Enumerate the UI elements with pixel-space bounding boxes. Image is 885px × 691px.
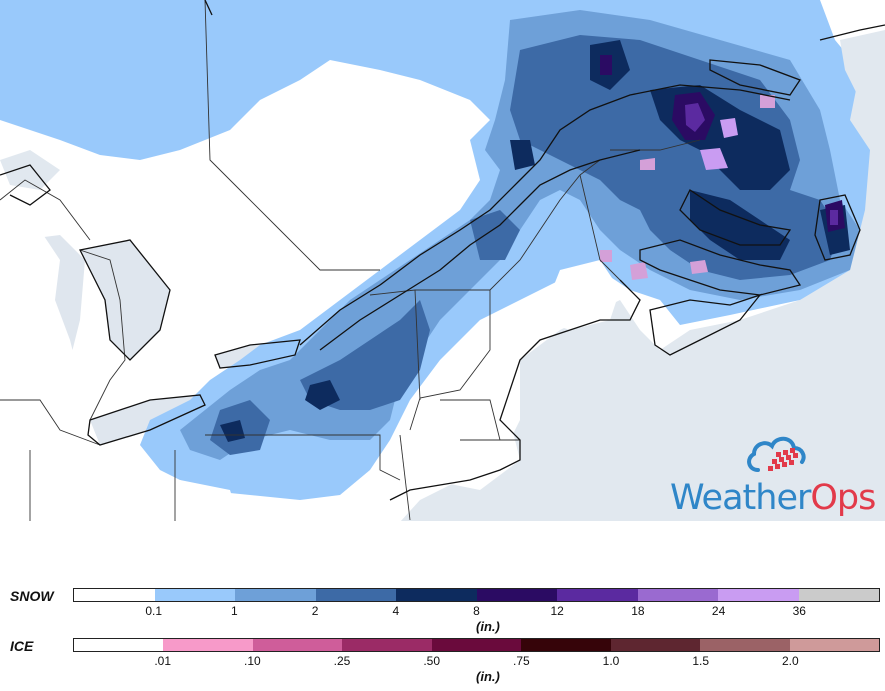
snow-tick-label: 2 [311, 604, 319, 618]
ice-color-bar [73, 638, 880, 652]
ice-tick-label: .50 [423, 654, 440, 668]
snow-color-segment [235, 589, 316, 601]
map-bottom-edge [0, 521, 885, 522]
lake-superior [0, 150, 60, 190]
political-boundaries [0, 0, 701, 522]
unforecast-area [840, 30, 885, 120]
ice-color-segment [431, 639, 522, 651]
ice-tick-label: 1.5 [692, 654, 709, 668]
snow-color-segment [798, 589, 879, 601]
ice-color-segment [252, 639, 343, 651]
ice-tick-label: 1.0 [602, 654, 620, 668]
snow-free-area [300, 160, 345, 260]
ice-tick-label: 2.0 [781, 654, 799, 668]
snow-band-4-8 [220, 40, 850, 442]
snow-legend-title: SNOW [10, 588, 54, 604]
snow-tick-label: 1 [231, 604, 238, 618]
ice-color-segment [610, 639, 701, 651]
snow-color-segment [637, 589, 718, 601]
snow-unit-label: (in.) [476, 619, 500, 634]
snow-band-12-18 [685, 103, 838, 225]
ice-color-segment [74, 639, 164, 651]
snow-tick-label: 12 [550, 604, 564, 618]
ice-legend-title: ICE [10, 638, 34, 654]
ice-color-segment [789, 639, 879, 651]
snow-free-area [170, 290, 240, 345]
snow-tick-label: 0.1 [145, 604, 163, 618]
brand-word-ops: Ops [810, 478, 876, 518]
ice-unit-label: (in.) [476, 669, 500, 684]
snow-color-segment [718, 589, 799, 601]
snow-color-segment [315, 589, 396, 601]
snow-free-area [180, 480, 240, 522]
ice-tick-label: .01 [154, 654, 171, 668]
ice-color-segment [521, 639, 611, 651]
snow-tick-label: 36 [792, 604, 806, 618]
ice-color-segment [700, 639, 790, 651]
brand-wordmark: WeatherOps [670, 478, 876, 518]
snow-tick-label: 8 [473, 604, 480, 618]
snow-color-segment [476, 589, 557, 601]
snow-color-bar [73, 588, 880, 602]
cloud-icon [747, 436, 806, 472]
snow-tick-label: 24 [711, 604, 726, 618]
ice-color-segment [342, 639, 432, 651]
snow-color-segment [557, 589, 638, 601]
lake-huron [80, 240, 170, 360]
snow-free-area [540, 260, 620, 330]
coastlines [0, 0, 885, 501]
ice-tick-label: .10 [243, 654, 261, 668]
snow-free-area [420, 410, 520, 490]
weatherops-brand: WeatherOps [668, 428, 883, 522]
snow-tick-label: 18 [631, 604, 645, 618]
ice-color-segment [163, 639, 253, 651]
snow-tick-label: 4 [392, 604, 400, 618]
ice-tick-label: .25 [333, 654, 351, 668]
snow-color-segment [396, 589, 477, 601]
brand-word-weather: Weather [670, 478, 811, 518]
snow-color-segment [154, 589, 235, 601]
snow-color-segment [74, 589, 155, 601]
snow-band-24-36 [700, 118, 738, 170]
snow-ice-forecast-map [0, 0, 885, 522]
ice-tick-label: .75 [512, 654, 530, 668]
